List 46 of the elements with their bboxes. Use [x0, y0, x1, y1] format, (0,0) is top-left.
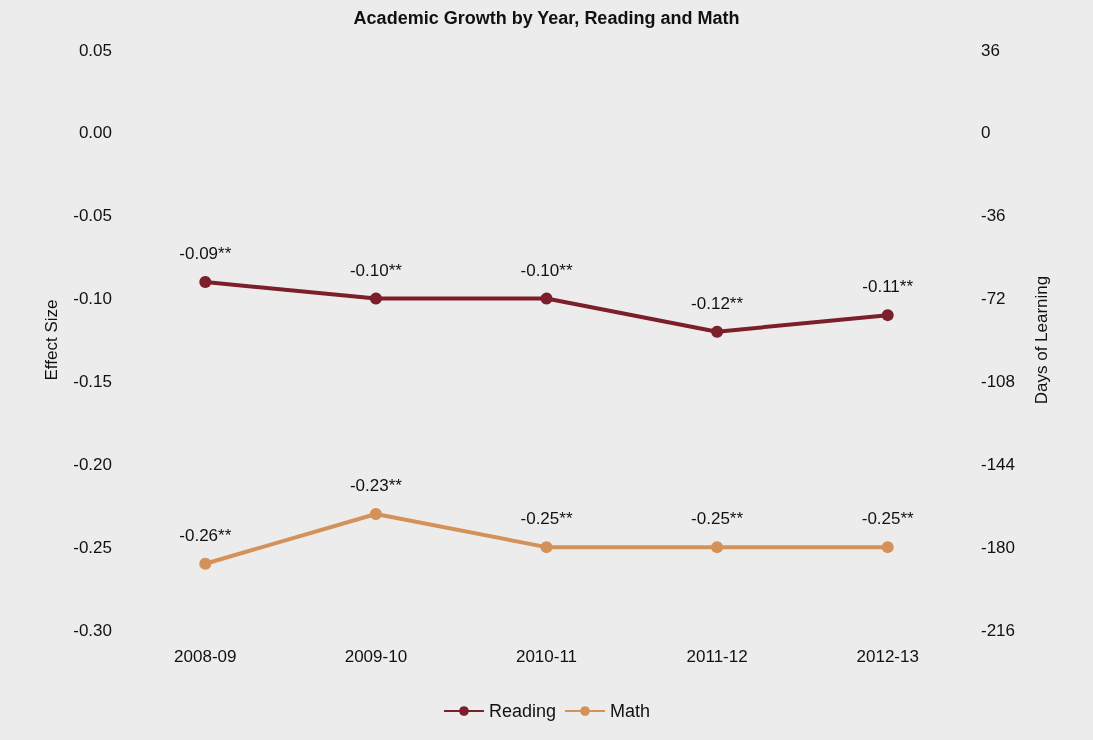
chart-title: Academic Growth by Year, Reading and Math — [353, 8, 740, 28]
y-tick-label: -0.05 — [73, 206, 112, 226]
data-label: -0.09** — [179, 244, 232, 263]
data-label: -0.10** — [520, 260, 573, 280]
y2-tick-label: -108 — [981, 371, 1016, 391]
data-label: -0.26** — [179, 525, 232, 545]
data-label: -0.10** — [349, 260, 403, 280]
x-tick-label: 2009-10 — [344, 647, 408, 666]
y2-tick-label: -216 — [981, 620, 1016, 640]
point — [369, 292, 382, 305]
y2-axis-title: Days of Learning — [1032, 275, 1051, 405]
data-label: -0.23** — [349, 476, 403, 495]
point — [199, 276, 212, 288]
point — [711, 541, 724, 554]
y-tick-label: 0.00 — [78, 123, 112, 143]
data-label: -0.25** — [691, 509, 744, 529]
y-axis-title: Effect Size — [42, 299, 61, 381]
y2-tick-label: 0 — [981, 123, 991, 143]
y2-tick-label: -36 — [981, 206, 1006, 226]
y-tick-label: -0.20 — [73, 454, 112, 474]
y2-tick-label: -72 — [981, 289, 1006, 309]
y2-tick-label: -144 — [981, 454, 1016, 474]
point — [369, 508, 382, 520]
data-label: -0.11** — [862, 277, 914, 297]
x-tick-label: 2011-12 — [686, 647, 748, 666]
point — [711, 325, 724, 338]
point — [881, 309, 894, 322]
data-label: -0.25** — [861, 509, 915, 529]
point — [540, 292, 553, 305]
x-tick-label: 2010-11 — [515, 647, 578, 666]
legend-label: Reading — [488, 701, 557, 721]
x-tick-label: 2012-13 — [856, 647, 919, 666]
x-tick-label: 2008-09 — [174, 647, 237, 666]
data-label: -0.25** — [520, 509, 573, 529]
point — [199, 557, 212, 570]
y-tick-label: -0.10 — [73, 289, 112, 309]
y2-tick-label: 36 — [981, 40, 1000, 60]
y-tick-label: -0.15 — [73, 371, 112, 391]
legend-label: Math — [610, 701, 651, 721]
y-tick-label: 0.05 — [78, 40, 112, 60]
data-label: -0.12** — [691, 293, 744, 313]
y-tick-label: -0.25 — [73, 537, 112, 557]
y-tick-label: -0.30 — [73, 620, 112, 640]
point — [540, 541, 553, 554]
y2-tick-label: -180 — [981, 537, 1016, 557]
point — [881, 541, 894, 554]
